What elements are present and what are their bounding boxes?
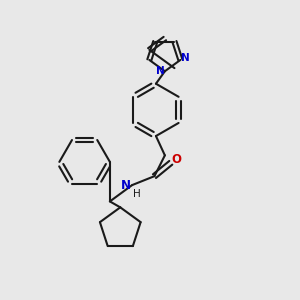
Text: N: N	[156, 66, 165, 76]
Text: H: H	[133, 189, 140, 199]
Text: N: N	[182, 53, 190, 64]
Text: O: O	[171, 153, 181, 166]
Text: N: N	[121, 178, 130, 192]
